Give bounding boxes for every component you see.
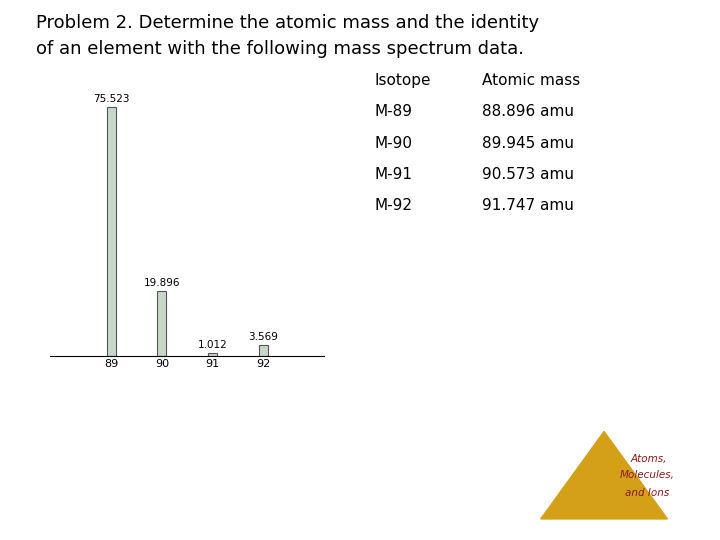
Text: Atoms,: Atoms,	[631, 454, 667, 464]
Bar	[208, 353, 217, 356]
Bar	[107, 107, 116, 356]
Text: 88.896 amu: 88.896 amu	[482, 104, 575, 119]
Text: of an element with the following mass spectrum data.: of an element with the following mass sp…	[36, 40, 524, 58]
Text: 90.573 amu: 90.573 amu	[482, 167, 575, 182]
Text: M-92: M-92	[374, 198, 413, 213]
Text: 1.012: 1.012	[198, 340, 228, 350]
Text: M-89: M-89	[374, 104, 413, 119]
Text: M-90: M-90	[374, 136, 413, 151]
Text: Molecules,: Molecules,	[620, 470, 675, 481]
Text: 89.945 amu: 89.945 amu	[482, 136, 575, 151]
Text: Isotope: Isotope	[374, 73, 431, 88]
Text: Atomic mass: Atomic mass	[482, 73, 580, 88]
Text: 75.523: 75.523	[93, 94, 130, 104]
Bar	[157, 291, 166, 356]
Text: 19.896: 19.896	[143, 278, 180, 288]
Text: Problem 2. Determine the atomic mass and the identity: Problem 2. Determine the atomic mass and…	[36, 14, 539, 31]
Text: M-91: M-91	[374, 167, 413, 182]
Bar	[258, 345, 268, 356]
Text: 3.569: 3.569	[248, 332, 278, 342]
Text: 91.747 amu: 91.747 amu	[482, 198, 575, 213]
Text: and Ions: and Ions	[625, 488, 669, 498]
Polygon shape	[541, 431, 667, 519]
